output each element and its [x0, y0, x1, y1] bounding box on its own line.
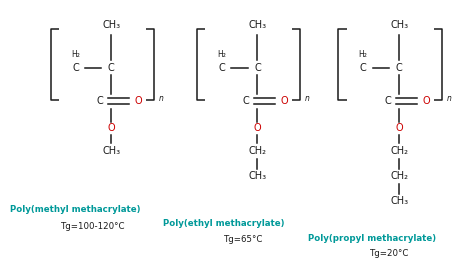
Text: CH₂: CH₂	[248, 146, 266, 156]
Text: CH₃: CH₃	[390, 196, 408, 206]
Text: n: n	[305, 94, 310, 103]
Text: Tg=20°C: Tg=20°C	[371, 249, 410, 258]
Text: O: O	[135, 96, 142, 106]
Text: C: C	[97, 96, 103, 106]
Text: CH₃: CH₃	[390, 20, 408, 30]
Text: O: O	[108, 123, 115, 133]
Text: O: O	[281, 96, 288, 106]
Text: CH₃: CH₃	[102, 146, 120, 156]
Text: H₂: H₂	[359, 50, 368, 59]
Text: O: O	[254, 123, 261, 133]
Text: n: n	[159, 94, 164, 103]
Text: Poly(ethyl methacrylate): Poly(ethyl methacrylate)	[163, 219, 284, 228]
Text: C: C	[360, 63, 366, 73]
Text: Tg=100-120°C: Tg=100-120°C	[61, 222, 126, 231]
Text: C: C	[218, 63, 225, 73]
Text: C: C	[108, 63, 115, 73]
Text: C: C	[254, 63, 261, 73]
Text: Poly(methyl methacrylate): Poly(methyl methacrylate)	[10, 205, 141, 214]
Text: n: n	[447, 94, 451, 103]
Text: C: C	[384, 96, 391, 106]
Text: C: C	[396, 63, 402, 73]
Text: H₂: H₂	[71, 50, 80, 59]
Text: CH₃: CH₃	[102, 20, 120, 30]
Text: H₂: H₂	[217, 50, 226, 59]
Text: Tg=65°C: Tg=65°C	[224, 235, 264, 244]
Text: CH₂: CH₂	[390, 146, 408, 156]
Text: O: O	[395, 123, 403, 133]
Text: CH₃: CH₃	[248, 171, 266, 181]
Text: O: O	[422, 96, 430, 106]
Text: C: C	[72, 63, 79, 73]
Text: Poly(propyl methacrylate): Poly(propyl methacrylate)	[308, 234, 436, 243]
Text: CH₃: CH₃	[248, 20, 266, 30]
Text: C: C	[243, 96, 250, 106]
Text: CH₂: CH₂	[390, 171, 408, 181]
